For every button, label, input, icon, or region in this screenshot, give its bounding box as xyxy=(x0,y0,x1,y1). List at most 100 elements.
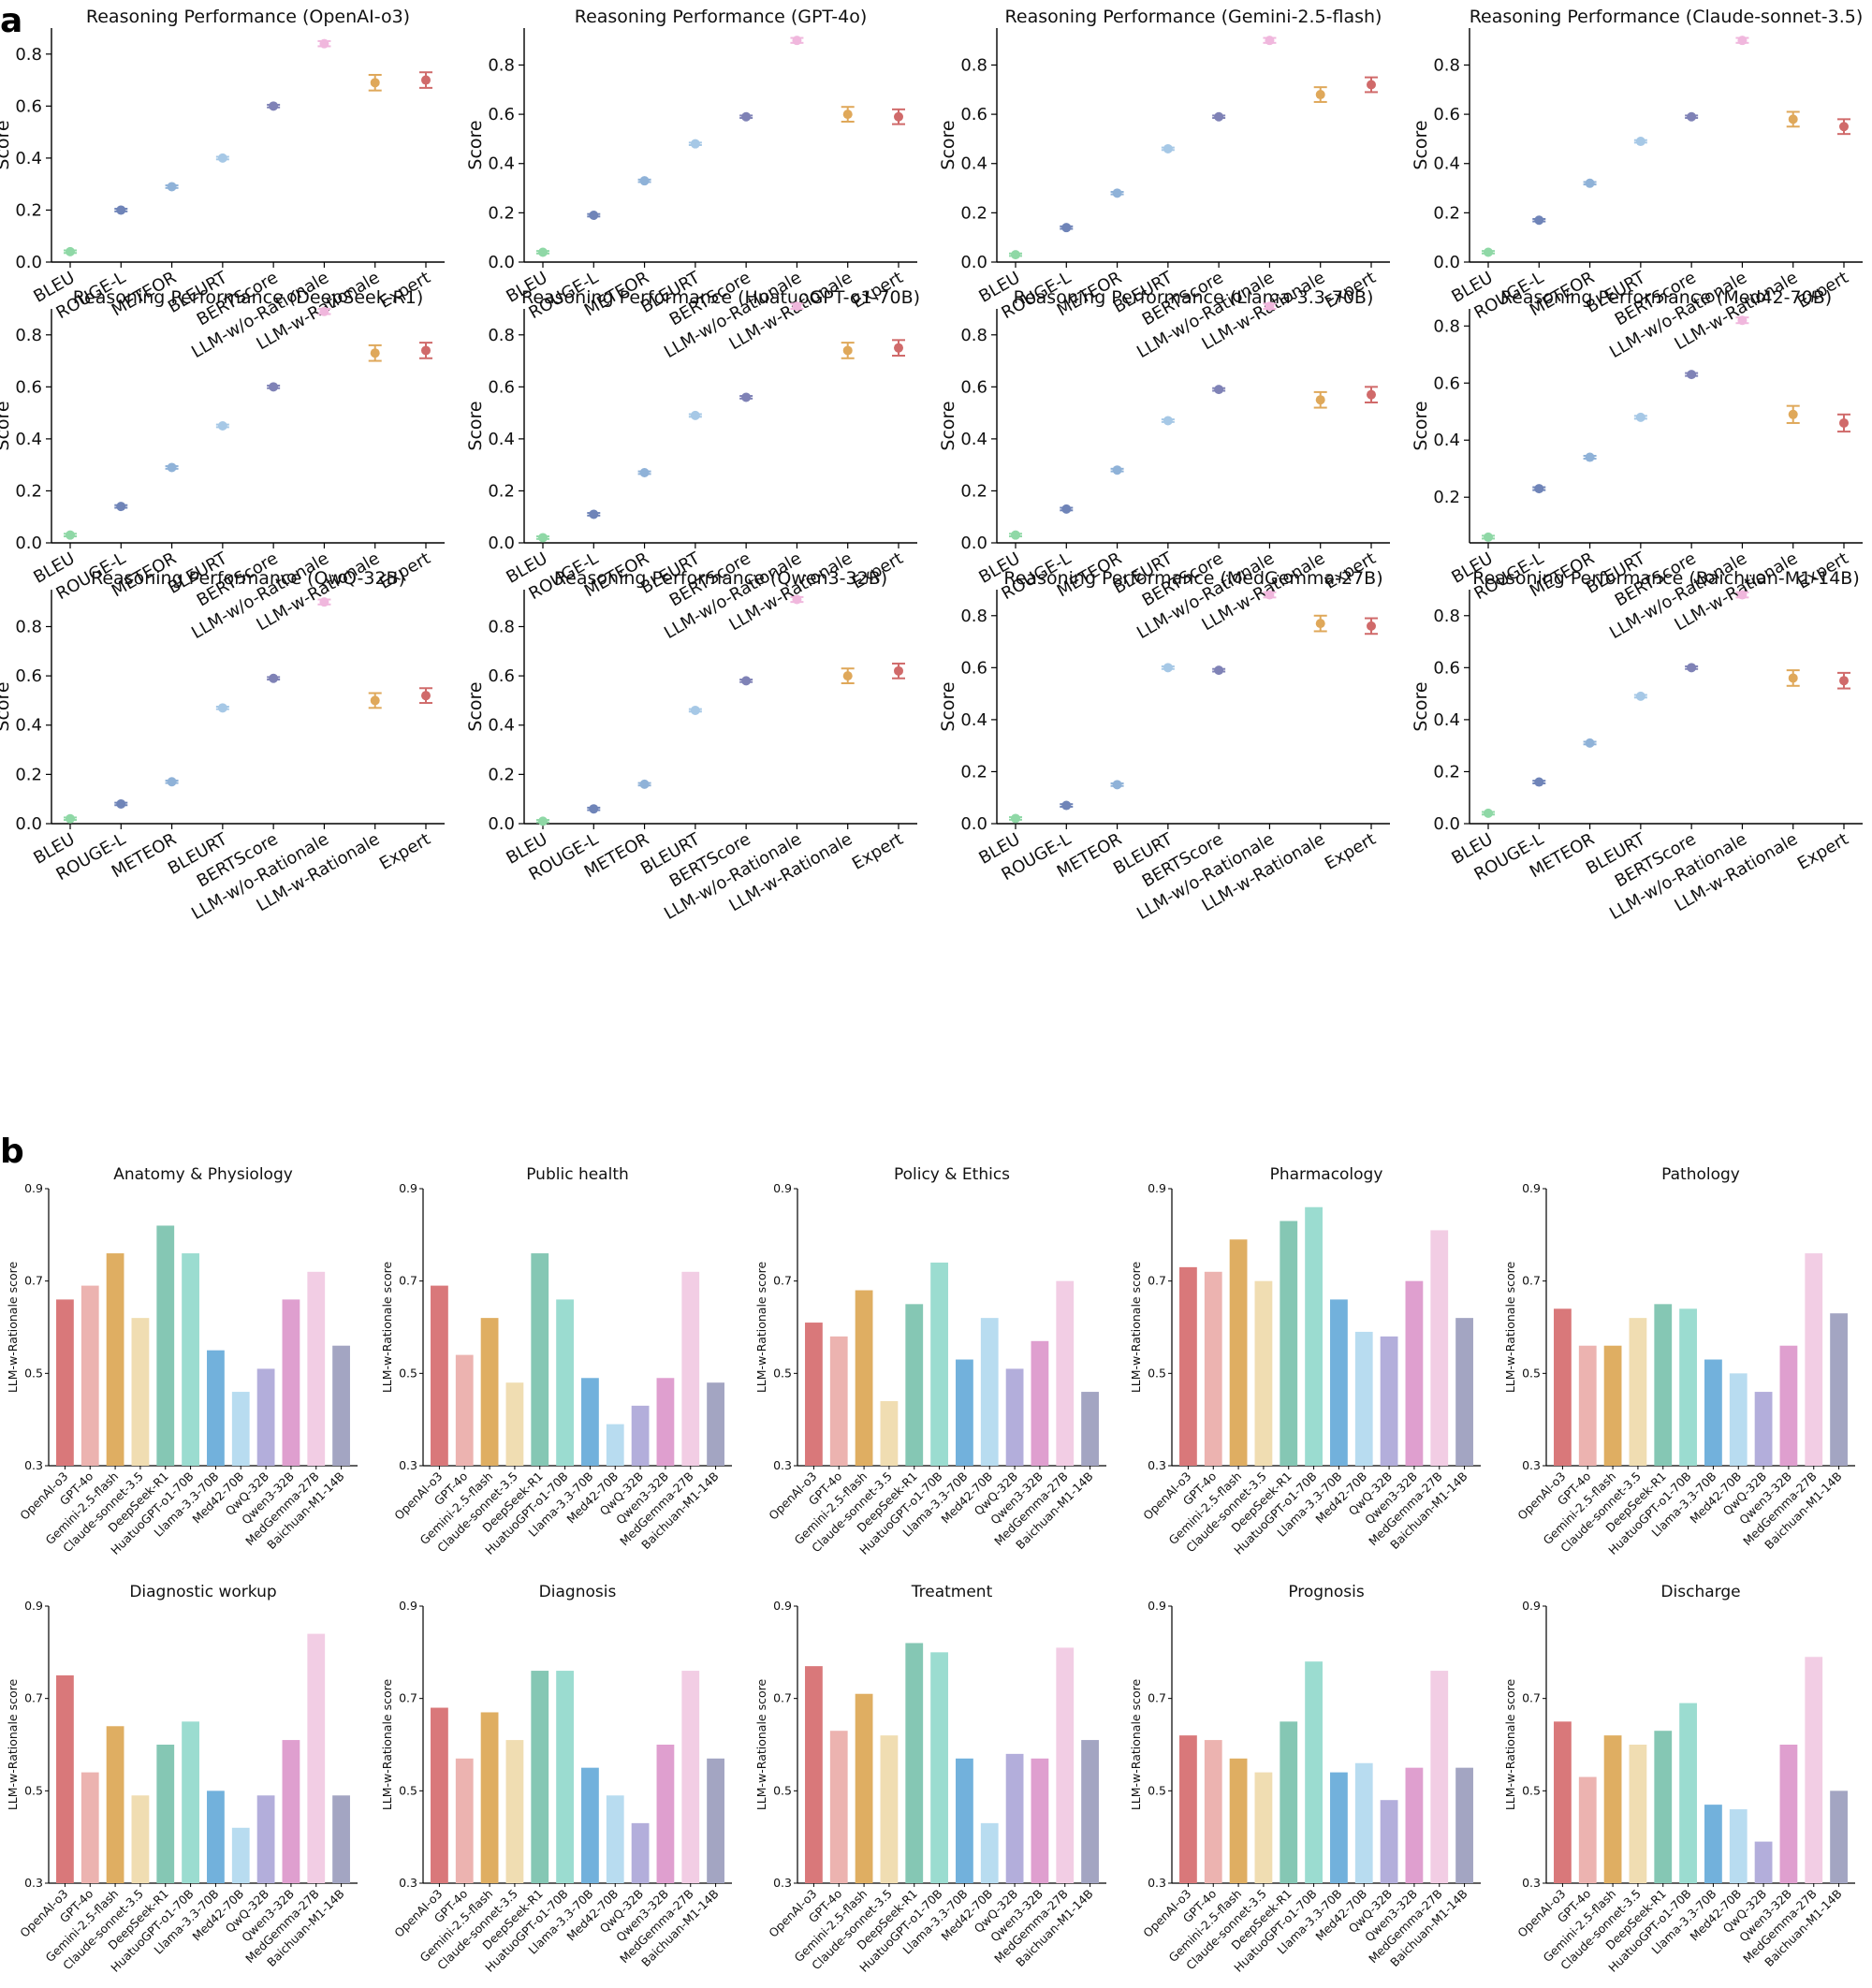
y-tick-label: 0.0 xyxy=(15,253,42,272)
bar xyxy=(1654,1304,1673,1466)
chart-title: Policy & Ethics xyxy=(894,1165,1010,1184)
data-point xyxy=(167,462,177,473)
bar xyxy=(956,1359,973,1466)
y-tick-label: 0.2 xyxy=(1433,762,1460,782)
data-point xyxy=(217,421,227,431)
y-tick-label: 0.6 xyxy=(1433,658,1460,678)
chart-title: Reasoning Performance (Baichuan-M1-14B) xyxy=(1472,568,1860,589)
y-tick-label: 0.8 xyxy=(488,55,515,75)
bar xyxy=(1455,1318,1473,1466)
data-point xyxy=(1484,532,1493,542)
y-tick-label: 0.8 xyxy=(960,326,987,345)
bar xyxy=(581,1378,599,1466)
bar xyxy=(1805,1253,1823,1466)
data-point xyxy=(1737,36,1748,46)
data-point xyxy=(1687,370,1697,380)
bar xyxy=(131,1318,150,1466)
data-point xyxy=(1163,663,1173,673)
y-tick-label: 0.7 xyxy=(24,1274,43,1288)
y-tick-label: 0.4 xyxy=(1433,154,1460,174)
y-tick-label: 0.4 xyxy=(960,154,987,174)
data-point xyxy=(639,176,650,186)
y-tick-label: 0.8 xyxy=(15,617,42,636)
bar xyxy=(956,1758,973,1883)
bar xyxy=(505,1740,524,1883)
data-point xyxy=(741,676,752,686)
bar xyxy=(805,1666,823,1883)
chart-title: Public health xyxy=(526,1165,629,1184)
y-tick-label: 0.6 xyxy=(488,105,515,124)
bar xyxy=(805,1323,823,1466)
y-tick-label: 0.9 xyxy=(1148,1181,1166,1195)
y-tick-label: 0.6 xyxy=(15,96,42,116)
y-tick-label: 0.8 xyxy=(15,45,42,65)
data-point xyxy=(538,816,548,826)
data-point xyxy=(1635,691,1645,701)
data-point xyxy=(842,110,853,120)
data-point xyxy=(690,410,700,420)
data-point xyxy=(1484,808,1493,818)
data-point xyxy=(167,777,177,787)
chart-title: Treatment xyxy=(911,1583,993,1601)
y-tick-label: 0.7 xyxy=(1148,1274,1166,1288)
data-point xyxy=(269,382,279,392)
data-point xyxy=(1163,416,1173,426)
bar xyxy=(1754,1392,1773,1466)
y-tick-label: 0.5 xyxy=(24,1366,43,1380)
y-tick-label: 0.8 xyxy=(488,326,515,345)
data-point xyxy=(1839,676,1849,686)
bar xyxy=(307,1633,326,1883)
data-point xyxy=(741,111,752,122)
bar xyxy=(1056,1280,1075,1466)
data-point xyxy=(1112,188,1122,198)
y-tick-label: 0.3 xyxy=(24,1458,43,1472)
data-point xyxy=(66,530,75,540)
y-tick-label: 0.5 xyxy=(773,1783,792,1797)
bar xyxy=(681,1671,700,1883)
bar xyxy=(1679,1308,1697,1466)
y-tick-label: 0.9 xyxy=(24,1181,43,1195)
y-tick-label: 0.7 xyxy=(1522,1274,1541,1288)
y-tick-label: 0.9 xyxy=(24,1599,43,1613)
bar xyxy=(829,1731,848,1883)
y-tick-label: 0.2 xyxy=(960,203,987,223)
bar xyxy=(1204,1740,1222,1883)
y-tick-label: 0.9 xyxy=(773,1599,792,1613)
data-point xyxy=(116,798,126,809)
bar xyxy=(1179,1735,1197,1883)
x-tick-label: Expert xyxy=(1794,829,1852,874)
data-point xyxy=(1163,143,1173,153)
bar xyxy=(1704,1359,1722,1466)
bar xyxy=(681,1271,700,1466)
y-tick-label: 0.0 xyxy=(960,253,987,272)
bar xyxy=(1704,1805,1722,1883)
data-point xyxy=(1367,621,1376,631)
bar xyxy=(880,1400,899,1466)
y-axis-label: LLM-w-Rationale score xyxy=(380,1262,394,1394)
y-tick-label: 0.2 xyxy=(15,765,42,784)
bar xyxy=(282,1740,300,1883)
bar xyxy=(1031,1340,1049,1466)
y-tick-label: 0.3 xyxy=(1522,1876,1541,1890)
bar xyxy=(1031,1758,1049,1883)
y-tick-label: 0.3 xyxy=(399,1458,417,1472)
data-point xyxy=(589,804,599,814)
bar xyxy=(182,1721,199,1883)
y-tick-label: 0.5 xyxy=(1522,1366,1541,1380)
bar xyxy=(1654,1731,1673,1883)
chart-title: Reasoning Performance (QwQ-32B) xyxy=(91,568,405,589)
y-tick-label: 0.3 xyxy=(1522,1458,1541,1472)
bar xyxy=(1729,1373,1748,1466)
y-tick-label: 0.3 xyxy=(399,1876,417,1890)
data-point xyxy=(370,78,380,88)
data-point xyxy=(116,502,126,512)
y-tick-label: 0.6 xyxy=(960,377,987,397)
data-point xyxy=(421,75,431,85)
data-point xyxy=(217,703,227,713)
y-tick-label: 0.9 xyxy=(1522,1599,1541,1613)
data-point xyxy=(842,671,853,681)
data-point xyxy=(1061,800,1072,811)
bar xyxy=(1430,1671,1449,1883)
chart-title: Pathology xyxy=(1661,1165,1740,1184)
